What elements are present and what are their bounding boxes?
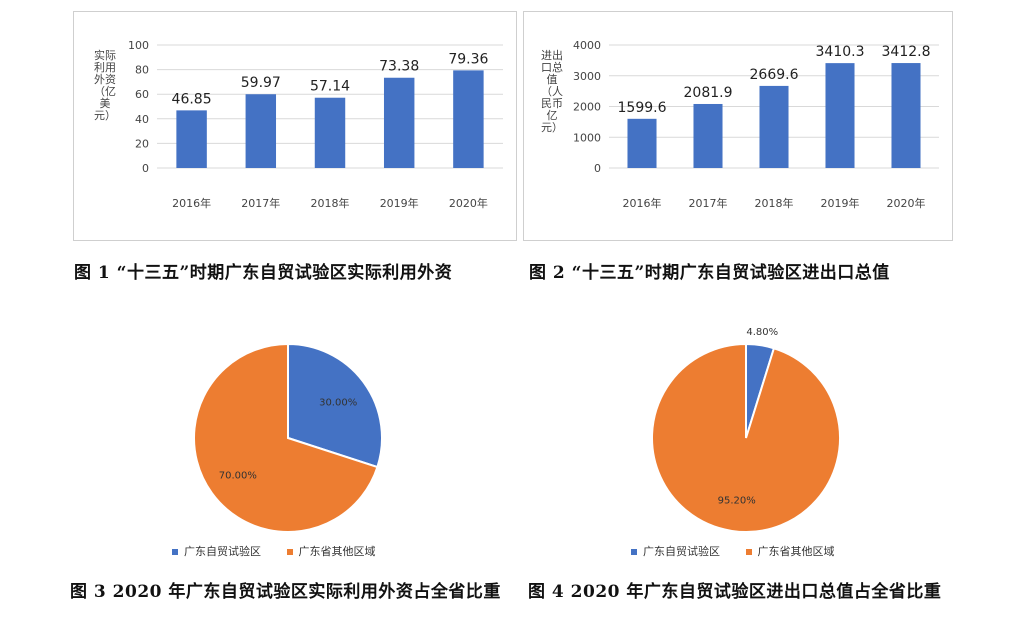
pie-data-label: 95.20% bbox=[718, 495, 756, 506]
chart-2-ylabel: 进出口总值（人民币亿元） bbox=[541, 49, 563, 134]
y-tick-label: 20 bbox=[135, 137, 149, 150]
bar bbox=[314, 97, 346, 168]
data-label: 2081.9 bbox=[684, 85, 733, 101]
legend-item: 广东省其他区域 bbox=[745, 543, 835, 559]
data-label: 2669.6 bbox=[750, 67, 799, 83]
legend-label: 广东自贸试验区 bbox=[643, 545, 720, 558]
pie-chart-2: 4.80% 95.20% bbox=[651, 327, 841, 533]
caption-fig2: 图 2 “十三五”时期广东自贸试验区进出口总值 bbox=[529, 263, 890, 283]
caption-fig4: 图 4 2020 年广东自贸试验区进出口总值占全省比重 bbox=[528, 582, 942, 602]
bar bbox=[825, 63, 855, 169]
bar bbox=[627, 118, 657, 168]
y-tick-label: 3000 bbox=[573, 70, 601, 83]
y-tick-label: 2000 bbox=[573, 101, 601, 114]
bar bbox=[453, 70, 484, 168]
pie-chart-1: 30.00% 70.00% bbox=[193, 342, 383, 533]
y-tick-label: 80 bbox=[135, 64, 149, 77]
chart-2-bar-chart: 0 1000 2000 3000 4000 1599.6 2016年 2081.9 2017年 2… bbox=[573, 39, 939, 210]
y-tick-label: 60 bbox=[135, 88, 149, 101]
pie-data-label: 4.80% bbox=[746, 327, 778, 338]
bar bbox=[176, 110, 207, 168]
data-label: 1599.6 bbox=[618, 100, 667, 116]
legend-label: 广东自贸试验区 bbox=[184, 545, 261, 558]
legend-label: 广东省其他区域 bbox=[298, 545, 376, 558]
caption-fig1: 图 1 “十三五”时期广东自贸试验区实际利用外资 bbox=[74, 263, 453, 283]
bar bbox=[759, 85, 789, 168]
data-label: 79.36 bbox=[448, 51, 488, 67]
x-tick-label: 2016年 bbox=[172, 196, 211, 210]
data-label: 57.14 bbox=[310, 79, 350, 95]
pie-data-label: 70.00% bbox=[219, 470, 257, 481]
bar bbox=[245, 94, 277, 168]
data-label: 59.97 bbox=[241, 75, 281, 91]
legend-item: 广东自贸试验区 bbox=[172, 543, 261, 559]
pie-2-legend: 广东自贸试验区 广东省其他区域 bbox=[631, 543, 857, 559]
bar bbox=[891, 63, 921, 169]
caption-fig3: 图 3 2020 年广东自贸试验区实际利用外资占全省比重 bbox=[70, 582, 501, 602]
chart-1-frame bbox=[73, 11, 517, 241]
chart-2-frame bbox=[523, 11, 953, 241]
x-tick-label: 2018年 bbox=[755, 196, 794, 210]
pie-slice bbox=[193, 342, 379, 533]
x-tick-label: 2016年 bbox=[623, 196, 662, 210]
bar bbox=[383, 77, 415, 168]
x-tick-label: 2017年 bbox=[689, 196, 728, 210]
bar bbox=[693, 103, 723, 168]
y-tick-label: 4000 bbox=[573, 39, 601, 52]
pie-data-label: 30.00% bbox=[319, 398, 357, 409]
data-label: 46.85 bbox=[172, 91, 212, 107]
x-tick-label: 2019年 bbox=[821, 196, 860, 210]
pie-1-legend: 广东自贸试验区 广东省其他区域 bbox=[172, 543, 398, 559]
x-tick-label: 2020年 bbox=[887, 196, 926, 210]
y-tick-label: 0 bbox=[142, 162, 149, 175]
y-tick-label: 0 bbox=[594, 162, 601, 175]
x-tick-label: 2019年 bbox=[380, 196, 419, 210]
x-tick-label: 2017年 bbox=[241, 196, 280, 210]
y-tick-label: 40 bbox=[135, 113, 149, 126]
y-tick-label: 100 bbox=[128, 39, 149, 52]
legend-item: 广东省其他区域 bbox=[286, 543, 376, 559]
chart-1-bar-chart: 0 20 40 60 80 100 46.85 2016年 59.97 2017年 57.14 201… bbox=[128, 39, 503, 210]
chart-1-ylabel: 实际利用外资（亿美元） bbox=[94, 49, 116, 122]
x-tick-label: 2018年 bbox=[311, 196, 350, 210]
pie-slice bbox=[651, 342, 841, 533]
legend-swatch bbox=[286, 549, 293, 555]
legend-swatch bbox=[745, 549, 752, 555]
legend-swatch bbox=[172, 549, 178, 555]
legend-swatch bbox=[631, 549, 637, 555]
data-label: 3412.8 bbox=[882, 44, 931, 60]
x-tick-label: 2020年 bbox=[449, 196, 488, 210]
pie-slice bbox=[287, 342, 383, 469]
legend-item: 广东自贸试验区 bbox=[631, 543, 720, 559]
y-tick-label: 1000 bbox=[573, 131, 601, 144]
data-label: 73.38 bbox=[379, 59, 419, 75]
data-label: 3410.3 bbox=[816, 44, 865, 60]
legend-label: 广东省其他区域 bbox=[757, 545, 835, 558]
